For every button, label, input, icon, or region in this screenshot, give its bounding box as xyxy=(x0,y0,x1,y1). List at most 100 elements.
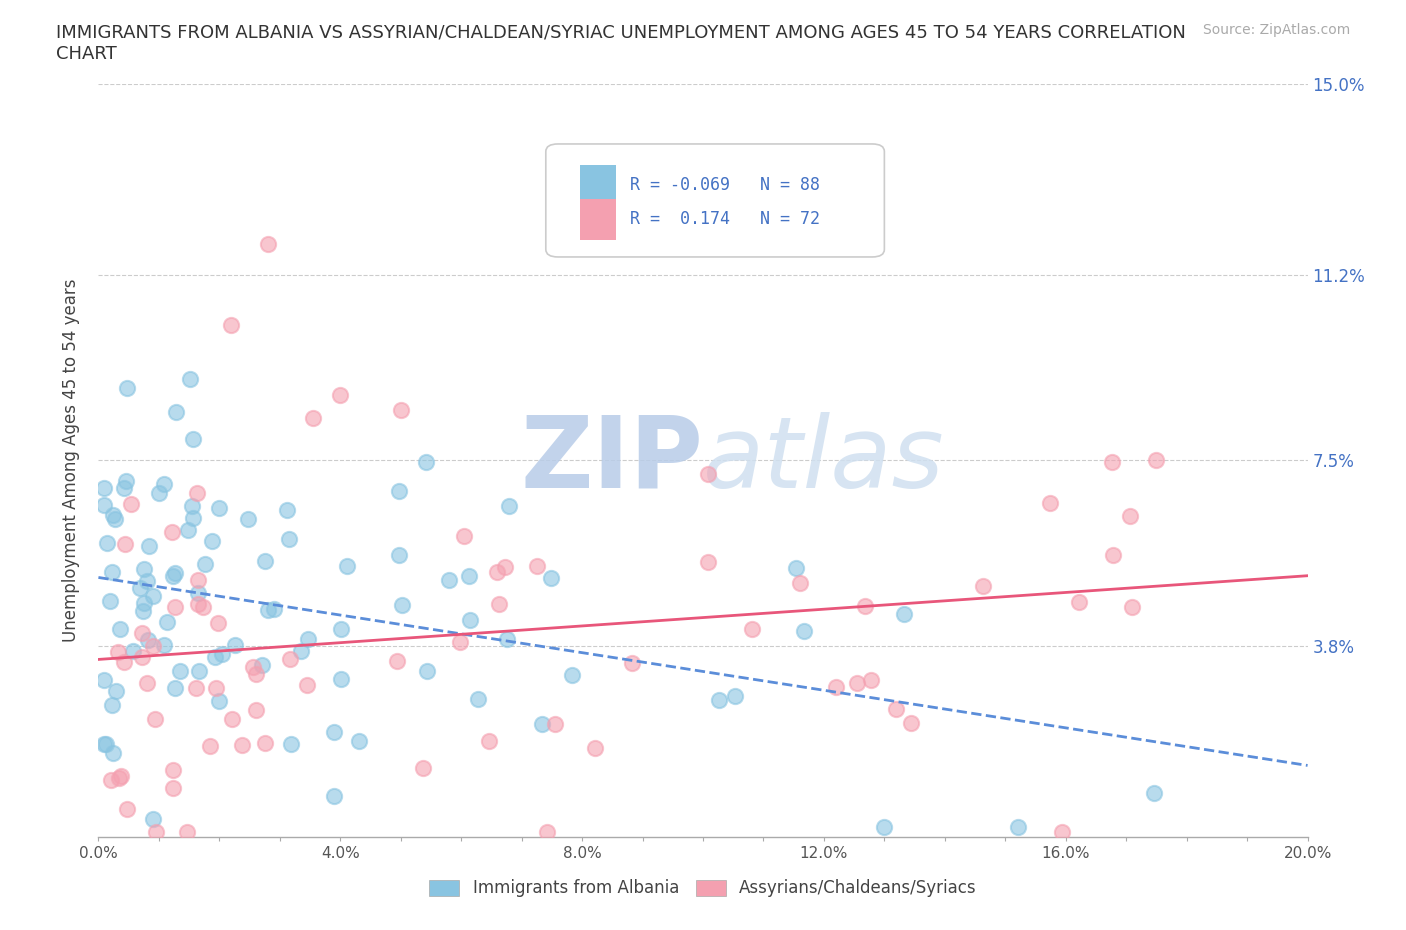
Point xyxy=(187,664,209,679)
Point xyxy=(278,532,301,547)
Text: CHART: CHART xyxy=(56,45,117,62)
Point xyxy=(143,711,166,726)
Point xyxy=(439,572,461,587)
Text: Source: ZipAtlas.com: Source: ZipAtlas.com xyxy=(1202,23,1350,37)
Point xyxy=(972,578,994,593)
Point xyxy=(478,733,501,748)
Point xyxy=(112,655,135,670)
Point xyxy=(793,623,815,638)
Point xyxy=(536,825,558,840)
Point xyxy=(207,616,229,631)
Point xyxy=(1121,599,1143,614)
Text: atlas: atlas xyxy=(703,412,945,509)
Point xyxy=(540,571,562,586)
Point xyxy=(467,691,489,706)
Point xyxy=(101,565,124,579)
Point xyxy=(208,500,231,515)
Point xyxy=(114,537,136,551)
Point xyxy=(488,596,510,611)
Point xyxy=(135,675,157,690)
Point xyxy=(165,681,187,696)
Point xyxy=(177,523,200,538)
Point xyxy=(329,671,352,686)
Point xyxy=(250,658,273,673)
Point xyxy=(110,769,132,784)
Point xyxy=(108,621,131,636)
Point xyxy=(620,655,643,670)
Point xyxy=(322,789,344,804)
Point xyxy=(278,652,301,667)
Point xyxy=(100,772,122,787)
Point xyxy=(253,553,276,568)
Point xyxy=(163,600,186,615)
Point xyxy=(323,724,346,739)
Point xyxy=(263,602,285,617)
Point xyxy=(142,589,165,604)
Point xyxy=(253,736,276,751)
Point xyxy=(115,802,138,817)
Point xyxy=(457,569,479,584)
Point xyxy=(162,569,184,584)
Point xyxy=(290,643,312,658)
Point xyxy=(498,498,520,513)
Point xyxy=(96,536,118,551)
Point xyxy=(105,684,128,698)
Point xyxy=(276,503,298,518)
Text: IMMIGRANTS FROM ALBANIA VS ASSYRIAN/CHALDEAN/SYRIAC UNEMPLOYMENT AMONG AGES 45 T: IMMIGRANTS FROM ALBANIA VS ASSYRIAN/CHAL… xyxy=(56,23,1187,41)
Point xyxy=(211,647,233,662)
Point xyxy=(1101,548,1123,563)
Point xyxy=(201,534,224,549)
Point xyxy=(121,644,143,658)
Point xyxy=(236,512,259,526)
Point xyxy=(187,586,209,601)
Point xyxy=(132,604,155,618)
Point xyxy=(112,480,135,495)
Point xyxy=(187,573,209,588)
Point xyxy=(138,538,160,553)
Point xyxy=(183,511,205,525)
Point xyxy=(257,603,280,618)
Point xyxy=(93,481,115,496)
Point xyxy=(347,734,370,749)
Point xyxy=(391,597,413,612)
Point xyxy=(136,633,159,648)
Point xyxy=(204,649,226,664)
Point xyxy=(697,554,720,569)
Point xyxy=(131,625,153,640)
Point xyxy=(724,688,747,703)
Point xyxy=(156,615,179,630)
Y-axis label: Unemployment Among Ages 45 to 54 years: Unemployment Among Ages 45 to 54 years xyxy=(62,279,80,642)
Point xyxy=(893,606,915,621)
Point xyxy=(494,560,516,575)
Point xyxy=(176,825,198,840)
Point xyxy=(872,819,894,834)
Point xyxy=(221,317,243,332)
Point xyxy=(134,596,156,611)
Point xyxy=(453,528,475,543)
Point xyxy=(93,737,115,751)
Point xyxy=(179,372,201,387)
Point xyxy=(329,622,352,637)
Bar xyxy=(579,199,616,240)
Point xyxy=(115,474,138,489)
Point xyxy=(412,761,434,776)
Point xyxy=(162,780,184,795)
Point xyxy=(142,812,165,827)
Point xyxy=(224,637,246,652)
Point xyxy=(280,737,302,751)
Point xyxy=(696,467,718,482)
Point xyxy=(458,613,481,628)
Point xyxy=(169,664,191,679)
Legend: Immigrants from Albania, Assyrians/Chaldeans/Syriacs: Immigrants from Albania, Assyrians/Chald… xyxy=(423,872,983,904)
Point xyxy=(245,667,267,682)
Point xyxy=(93,672,115,687)
Point xyxy=(295,677,318,692)
Point xyxy=(336,558,359,573)
Point xyxy=(187,596,209,611)
Point xyxy=(134,562,156,577)
Point xyxy=(1067,595,1090,610)
Point xyxy=(107,644,129,659)
Point xyxy=(486,565,509,579)
Point xyxy=(153,637,176,652)
Point xyxy=(860,672,883,687)
